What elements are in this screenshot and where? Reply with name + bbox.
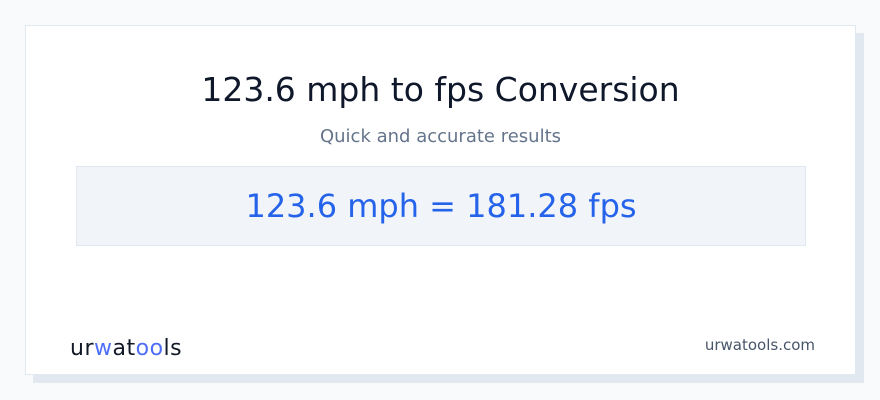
result-text: 123.6 mph = 181.28 fps [245, 187, 637, 225]
conversion-card: 123.6 mph to fps Conversion Quick and ac… [25, 25, 856, 375]
logo-text-accent: w [94, 336, 113, 361]
logo-text: at [112, 336, 136, 361]
page-title: 123.6 mph to fps Conversion [201, 70, 680, 109]
conversion-result: 123.6 mph = 181.28 fps [76, 166, 806, 246]
logo-text: ur [70, 336, 94, 361]
site-url: urwatools.com [704, 336, 815, 354]
logo-text-accent: oo [135, 336, 164, 361]
logo-text: ls [163, 336, 183, 361]
subtitle: Quick and accurate results [319, 126, 562, 147]
urwatools-logo: urwatools [70, 336, 182, 361]
